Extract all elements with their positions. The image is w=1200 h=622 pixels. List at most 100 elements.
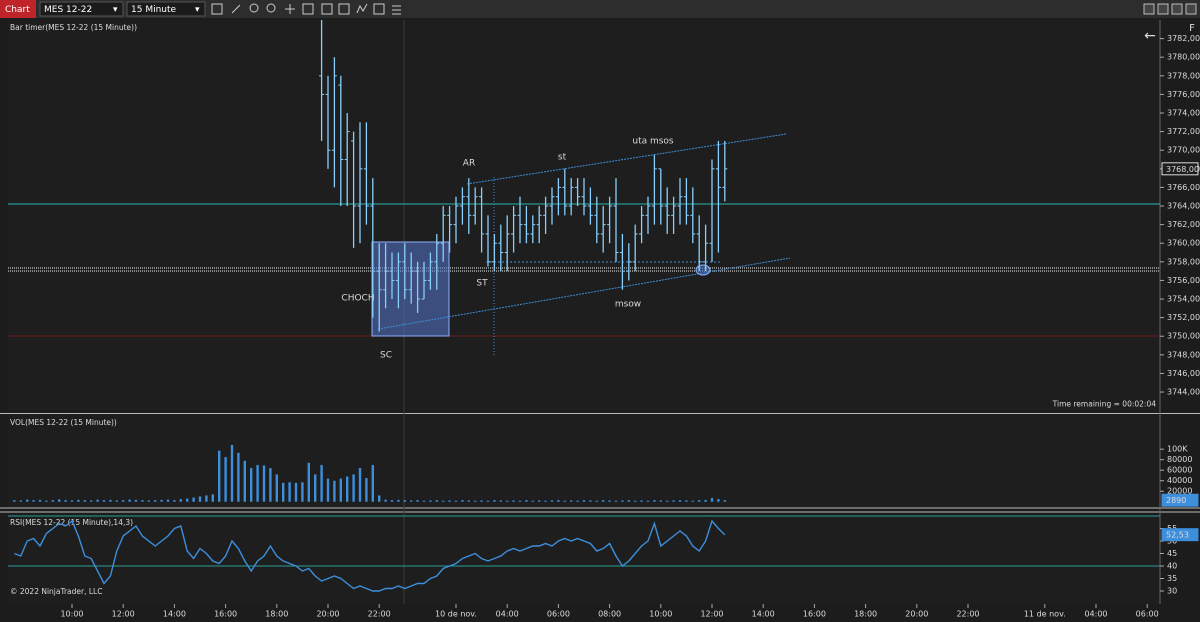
volume-bar: [518, 500, 522, 502]
toolbar: [0, 0, 1200, 18]
volume-bar: [352, 474, 355, 502]
volume-bar: [211, 494, 214, 502]
volume-bar: [275, 474, 278, 502]
volume-bar: [224, 457, 227, 502]
volume-bar: [38, 499, 42, 502]
last-value-box: [1161, 162, 1199, 176]
volume-bar: [563, 500, 566, 502]
volume-bar: [58, 499, 61, 502]
y-tick-label: 3782,00: [1167, 34, 1200, 43]
volume-bar: [243, 460, 246, 502]
last-value-label: 52,53: [1166, 531, 1189, 540]
volume-bar: [128, 499, 131, 502]
back-arrow[interactable]: ←: [1144, 28, 1156, 44]
volume-bar: [115, 500, 118, 502]
volume-bar: [262, 465, 266, 502]
volume-bar: [576, 500, 579, 502]
volume-bar: [595, 500, 598, 502]
volume-bar: [410, 500, 413, 502]
interval-label: 15 Minute: [131, 5, 177, 15]
volume-bar: [77, 499, 80, 502]
x-tick-label: 20:00: [905, 610, 928, 619]
volume-bar: [640, 500, 643, 502]
x-tick-label: 10:00: [60, 610, 83, 619]
window-buttons[interactable]: [1143, 3, 1197, 15]
volume-bar: [339, 478, 342, 502]
volume-bar: [634, 500, 637, 502]
instrument-select[interactable]: [39, 1, 124, 17]
last-value-label: 3768,00: [1166, 165, 1199, 174]
volume-bar: [173, 500, 176, 502]
chart-tab[interactable]: [0, 0, 36, 18]
volume-bar: [32, 500, 35, 502]
volume-bar: [64, 500, 67, 502]
volume-bar: [614, 500, 618, 502]
y-tick-label: 40000: [1167, 476, 1192, 485]
volume-bar: [589, 500, 592, 502]
x-tick-label: 20:00: [316, 610, 339, 619]
trend-line: [377, 257, 791, 330]
x-tick-label: 12:00: [112, 610, 135, 619]
y-tick-label: 40: [1167, 562, 1177, 571]
volume-bar: [653, 500, 656, 502]
y-tick-label: 3772,00: [1167, 127, 1200, 136]
volume-bar: [282, 482, 285, 502]
volume-bar: [90, 500, 93, 502]
x-tick-label: 06:00: [547, 610, 570, 619]
chart-tab-label: Chart: [5, 5, 30, 15]
x-tick-label: 18:00: [265, 610, 288, 619]
y-tick-label: 3746,00: [1167, 369, 1200, 378]
volume-bar: [422, 500, 426, 502]
volume-bar: [13, 500, 16, 502]
volume-bar: [672, 500, 675, 502]
rsi-panel: [8, 515, 1160, 604]
copyright: © 2022 NinjaTrader, LLC: [10, 587, 102, 596]
volume-bar: [288, 482, 291, 502]
x-tick-label: 10 de nov.: [435, 610, 477, 619]
corner-flag: F: [1189, 23, 1195, 34]
volume-bar: [390, 500, 394, 502]
x-tick-label: 22:00: [368, 610, 391, 619]
toolbar-icons[interactable]: [211, 3, 401, 15]
y-tick-label: 3754,00: [1167, 295, 1200, 304]
volume-bar: [371, 464, 374, 502]
interval-select[interactable]: [126, 1, 206, 17]
rsi-line: [14, 519, 726, 592]
volume-bar: [45, 500, 48, 502]
volume-bar: [51, 500, 54, 502]
volume-bar: [314, 474, 317, 502]
volume-bar: [237, 452, 240, 502]
time-remaining: Time remaining = 00:02:04: [1052, 400, 1157, 409]
x-tick-label: 10:00: [649, 610, 672, 619]
volume-bar: [627, 500, 630, 502]
last-value-label: 2890: [1166, 496, 1186, 505]
volume-bar: [416, 500, 419, 502]
panel-title: VOL(MES 12-22 (15 Minute)): [10, 418, 117, 427]
y-tick-label: 35: [1167, 574, 1177, 583]
x-tick-label: 14:00: [752, 610, 775, 619]
dropdown-arrow: ▾: [195, 5, 200, 15]
volume-bar: [134, 499, 138, 502]
volume-bar: [122, 500, 125, 502]
volume-bar: [544, 500, 547, 502]
y-tick-label: 100K: [1167, 445, 1188, 454]
volume-bar: [486, 500, 490, 502]
volume-bar: [506, 500, 509, 502]
volume-bar: [442, 500, 445, 502]
y-tick-label: 3748,00: [1167, 350, 1200, 359]
volume-bar: [570, 500, 573, 502]
y-tick-label: 3744,00: [1167, 388, 1200, 397]
volume-bar: [538, 500, 541, 502]
dropdown-arrow: ▾: [113, 5, 118, 15]
volume-bar: [160, 499, 163, 502]
volume-bar: [269, 468, 272, 502]
x-tick-label: 16:00: [214, 610, 237, 619]
volume-bar: [646, 500, 650, 502]
volume-bar: [346, 476, 349, 502]
x-tick-label: 11 de nov.: [1024, 610, 1066, 619]
volume-bar: [467, 500, 470, 502]
volume-bar: [525, 500, 528, 502]
volume-bar: [480, 500, 483, 502]
volume-bar: [365, 478, 368, 502]
